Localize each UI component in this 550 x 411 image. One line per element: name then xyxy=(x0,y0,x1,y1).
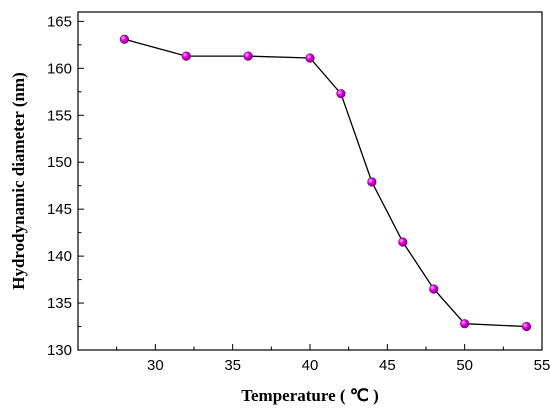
y-tick-label: 140 xyxy=(47,248,72,265)
x-tick-label: 40 xyxy=(302,357,319,374)
data-point xyxy=(460,319,470,329)
y-tick-label: 160 xyxy=(47,60,72,77)
y-tick-label: 155 xyxy=(47,107,72,124)
series-line xyxy=(124,38,527,328)
y-tick-label: 150 xyxy=(47,154,72,171)
data-point xyxy=(367,177,377,187)
y-tick-label: 130 xyxy=(47,342,72,359)
data-point xyxy=(243,51,253,61)
data-point xyxy=(119,34,129,44)
x-tick-label: 55 xyxy=(534,357,550,374)
y-axis-title: Hydrodynamic diameter (nm) xyxy=(9,72,28,290)
x-tick-label: 50 xyxy=(456,357,473,374)
data-point xyxy=(521,321,532,332)
x-tick-label: 30 xyxy=(147,357,164,374)
data-point xyxy=(305,53,315,63)
axes: 30 35 40 45 50 55 130 135 140 145 150 155 160 165 xyxy=(47,13,550,374)
y-tick-label: 145 xyxy=(47,201,72,218)
data-point xyxy=(429,284,439,294)
y-tick-label: 135 xyxy=(47,295,72,312)
data-point xyxy=(398,237,408,247)
data-point xyxy=(336,89,346,99)
x-axis-title: Temperature ( ℃ ) xyxy=(241,386,379,405)
y-tick-label: 165 xyxy=(47,13,72,30)
plot-frame xyxy=(77,11,543,351)
x-tick-label: 45 xyxy=(379,357,396,374)
x-tick-label: 35 xyxy=(224,357,241,374)
data-point xyxy=(181,51,191,61)
data-series xyxy=(119,34,532,332)
